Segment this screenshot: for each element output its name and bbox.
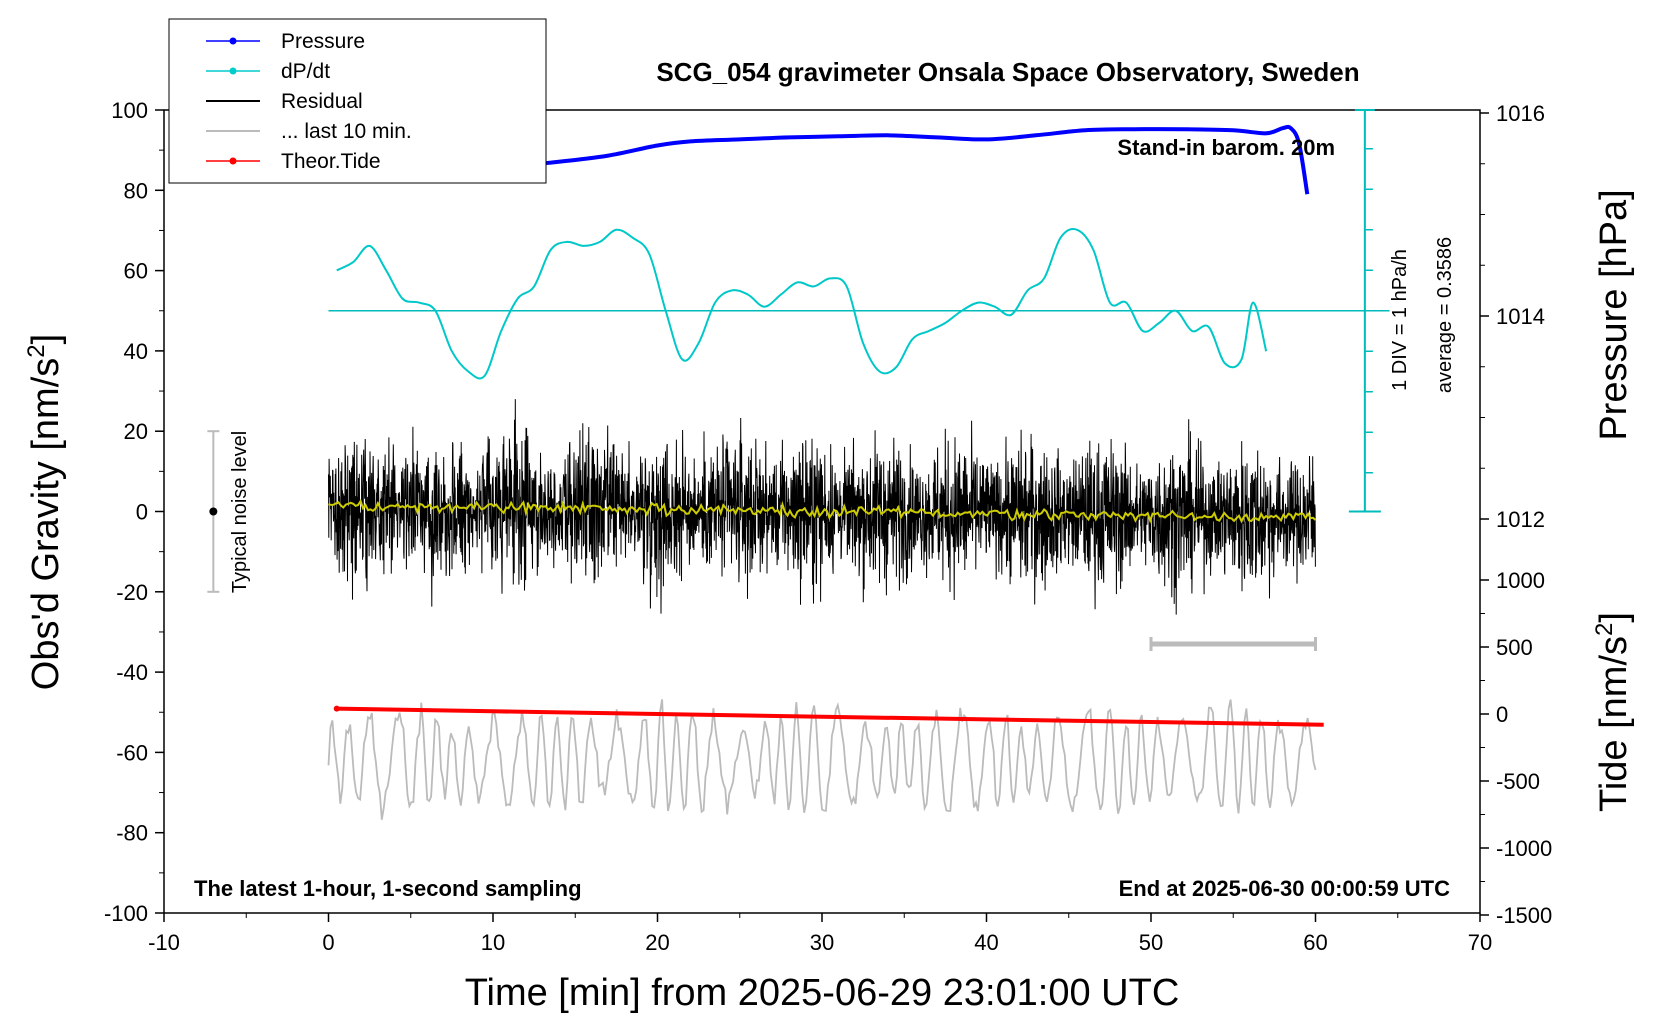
series-last-10-min [327,637,1317,820]
x-tick-label: 50 [1139,930,1163,955]
dpdt-line [336,228,1268,380]
y-axis-left-label: Obs'd Gravity [nm/s2] [23,334,67,690]
y-tick-label: -100 [104,901,148,926]
series-dpdt [328,109,1390,513]
x-tick-label: 60 [1303,930,1327,955]
y-tick-label: 60 [124,259,148,284]
y-tick-label: -60 [116,740,148,765]
chart-decorations [207,430,220,593]
theor-tide-line [336,706,1324,727]
pressure-tick-label: 1016 [1496,101,1545,126]
x-axis-label: Time [min] from 2025-06-29 23:01:00 UTC [465,972,1180,1014]
y-tick-label: 20 [124,419,148,444]
noise-level-label: Typical noise level [229,431,251,593]
x-tick-label: 10 [481,930,505,955]
tide-tick-label: -500 [1496,769,1540,794]
x-tick-label: 70 [1468,930,1492,955]
tide-tick-label: -1500 [1496,903,1552,928]
noise-bar-center [209,507,218,516]
legend: Pressure dP/dt Residual ... last 10 min. The… [168,18,547,184]
y-axis-left: -100 -80 -60 -40 -20 0 20 40 60 80 100 [104,98,164,926]
tide-tick-label: 500 [1496,635,1533,660]
legend-marker [229,67,237,75]
dpdt-scale-note: 1 DIV = 1 hPa/h [1389,249,1411,391]
tide-tick-label: -1000 [1496,836,1552,861]
barometer-note: Stand-in barom. 20m [1117,135,1335,160]
x-tick-label: 0 [322,930,334,955]
theor-tide-point [333,705,340,712]
y-tick-label: -40 [116,660,148,685]
series-residual [328,399,1317,615]
y-axis-tide-label: Tide [nm/s2] [1591,612,1635,812]
legend-label: dP/dt [281,60,330,83]
y-tick-label: 0 [136,500,148,525]
legend-label: ... last 10 min. [281,120,412,143]
dpdt-average-note: average = 0.3586 [1434,237,1456,393]
x-tick-label: -10 [148,930,180,955]
y-axis-pressure-label: Pressure [hPa] [1593,189,1635,440]
pressure-tick-label: 1012 [1496,507,1545,532]
y-axis-pressure: 1012 1014 1016 [1480,101,1545,532]
y-tick-label: -80 [116,821,148,846]
residual-line [328,399,1316,615]
legend-label: Residual [281,90,363,113]
legend-marker [229,37,237,45]
y-tick-label: 80 [124,178,148,203]
series-theor-tide [333,705,1324,727]
x-tick-label: 40 [974,930,998,955]
tide-tick-label: 1000 [1496,568,1545,593]
pressure-tick-label: 1014 [1496,304,1545,329]
end-time-note: End at 2025-06-30 00:00:59 UTC [1119,876,1450,901]
legend-label: Theor.Tide [281,150,381,173]
legend-marker [229,157,237,165]
x-tick-label: 20 [645,930,669,955]
y-axis-tide: -1500 -1000 -500 0 500 1000 [1480,568,1552,928]
x-axis: -10 0 10 20 30 40 50 60 70 [148,913,1492,955]
y-tick-label: 100 [111,98,148,123]
latest-note: The latest 1-hour, 1-second sampling [194,876,582,901]
y-tick-label: -20 [116,580,148,605]
chart-title: SCG_054 gravimeter Onsala Space Observat… [656,57,1359,87]
last10-line [327,699,1317,820]
tide-tick-label: 0 [1496,702,1508,727]
legend-label: Pressure [281,30,365,53]
y-tick-label: 40 [124,339,148,364]
x-tick-label: 30 [810,930,834,955]
residual-mean-line [328,498,1317,524]
